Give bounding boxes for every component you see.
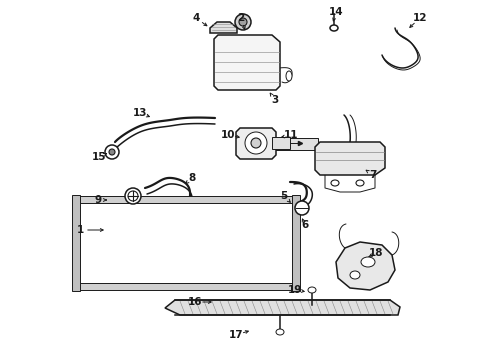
Text: 14: 14 bbox=[329, 7, 343, 17]
Circle shape bbox=[239, 18, 247, 26]
Polygon shape bbox=[75, 196, 295, 203]
Circle shape bbox=[109, 149, 115, 155]
Polygon shape bbox=[210, 22, 237, 33]
Polygon shape bbox=[272, 137, 290, 149]
Polygon shape bbox=[214, 35, 280, 90]
Text: 7: 7 bbox=[369, 170, 377, 180]
Text: 1: 1 bbox=[76, 225, 84, 235]
Circle shape bbox=[235, 14, 251, 30]
Circle shape bbox=[125, 188, 141, 204]
Polygon shape bbox=[75, 283, 295, 290]
Ellipse shape bbox=[308, 287, 316, 293]
Circle shape bbox=[105, 145, 119, 159]
Text: 5: 5 bbox=[280, 191, 288, 201]
Text: 2: 2 bbox=[237, 13, 245, 23]
Polygon shape bbox=[165, 300, 400, 315]
Text: 4: 4 bbox=[192, 13, 200, 23]
Text: 19: 19 bbox=[288, 285, 302, 295]
Ellipse shape bbox=[356, 180, 364, 186]
Text: 11: 11 bbox=[284, 130, 298, 140]
Polygon shape bbox=[236, 128, 276, 159]
Text: 18: 18 bbox=[369, 248, 383, 258]
Text: 3: 3 bbox=[271, 95, 279, 105]
Ellipse shape bbox=[276, 329, 284, 335]
Circle shape bbox=[245, 132, 267, 154]
Polygon shape bbox=[75, 200, 295, 285]
Ellipse shape bbox=[350, 271, 360, 279]
Polygon shape bbox=[72, 195, 80, 291]
Circle shape bbox=[295, 201, 309, 215]
Text: 9: 9 bbox=[95, 195, 101, 205]
Text: 10: 10 bbox=[221, 130, 235, 140]
Text: 8: 8 bbox=[188, 173, 196, 183]
Text: 13: 13 bbox=[133, 108, 147, 118]
Text: 16: 16 bbox=[188, 297, 202, 307]
Text: 15: 15 bbox=[92, 152, 106, 162]
Polygon shape bbox=[292, 195, 300, 291]
Text: 17: 17 bbox=[229, 330, 244, 340]
Circle shape bbox=[251, 138, 261, 148]
Polygon shape bbox=[275, 138, 318, 150]
Ellipse shape bbox=[331, 180, 339, 186]
Ellipse shape bbox=[330, 25, 338, 31]
Ellipse shape bbox=[286, 71, 292, 81]
Text: 12: 12 bbox=[413, 13, 427, 23]
Polygon shape bbox=[336, 242, 395, 290]
Polygon shape bbox=[315, 142, 385, 175]
Ellipse shape bbox=[361, 257, 375, 267]
Text: 6: 6 bbox=[301, 220, 309, 230]
